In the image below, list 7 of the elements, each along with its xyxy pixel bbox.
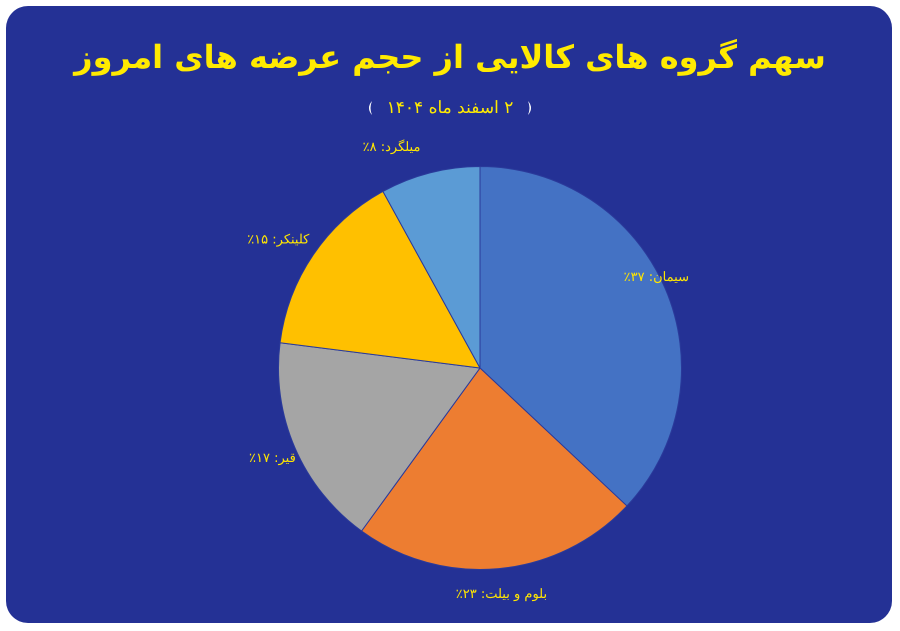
slice-label: کلینکر: ۱۵٪: [247, 232, 310, 248]
slice-label: سیمان: ۳۷٪: [624, 270, 689, 285]
chart-title: سهم گروه های کالایی از حجم عرضه های امروز: [72, 38, 827, 76]
slice-label: میلگرد: ۸٪: [362, 138, 420, 155]
slice-label: قیر: ۱۷٪: [249, 450, 296, 466]
chart-subtitle: ۲ اسفند ماه ۱۴۰۴: [386, 98, 514, 118]
slice-label: بلوم و بیلت: ۲۳٪: [456, 587, 548, 602]
